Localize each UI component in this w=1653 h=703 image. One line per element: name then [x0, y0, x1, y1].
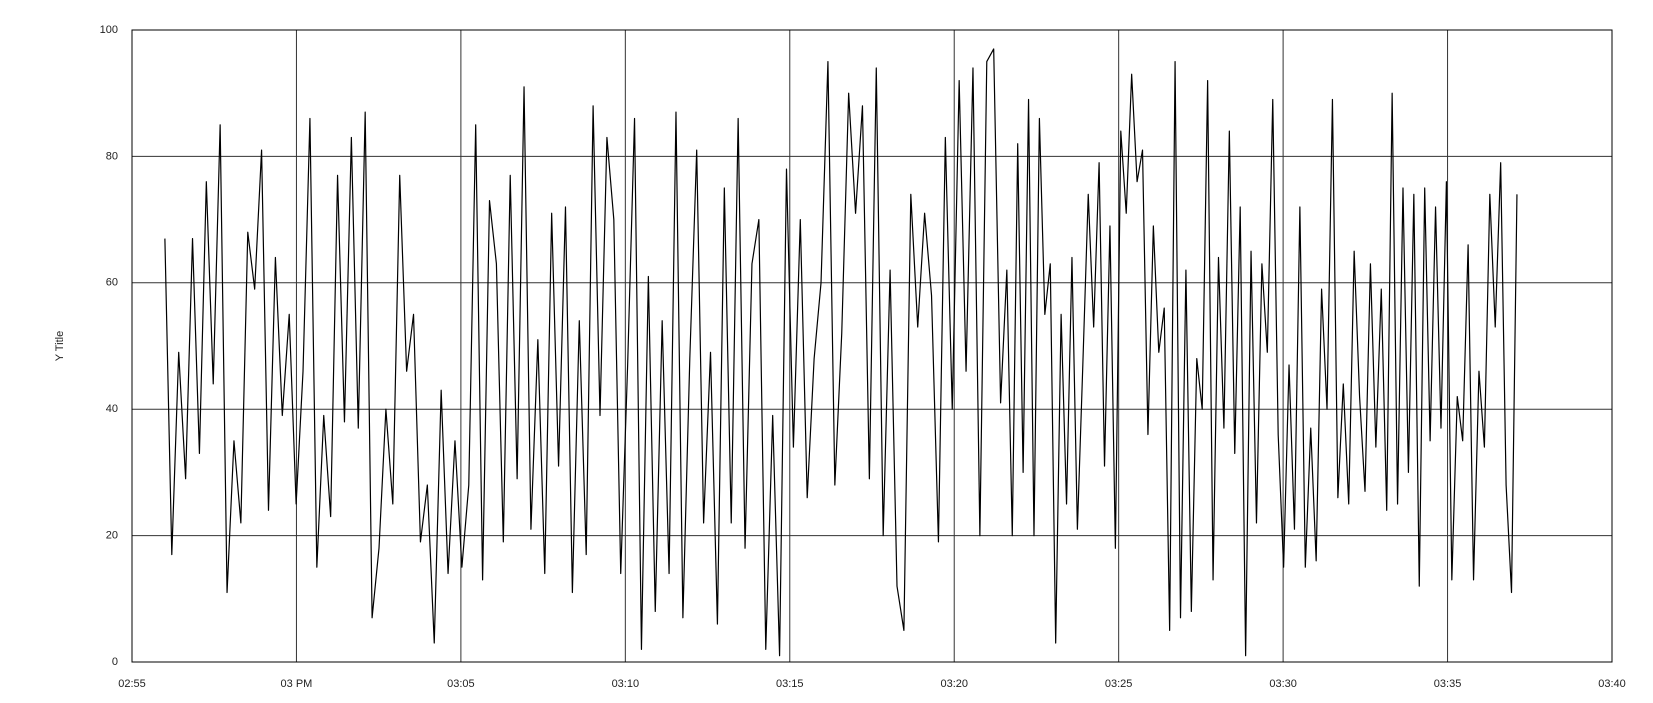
x-tick-label: 03:30 — [1269, 678, 1297, 690]
x-tick-label: 02:55 — [118, 678, 146, 690]
plot-border — [131, 29, 1613, 663]
x-tick-label: 03:35 — [1434, 678, 1462, 690]
y-axis-title: Y Title — [54, 331, 66, 361]
y-tick-label: 80 — [106, 150, 118, 162]
y-tick-label: 0 — [112, 656, 118, 668]
x-tick-label: 03:20 — [940, 678, 968, 690]
x-tick-label: 03:40 — [1598, 678, 1626, 690]
x-tick-label: 03:25 — [1105, 678, 1133, 690]
y-tick-label: 20 — [106, 530, 118, 542]
data-line — [164, 48, 1518, 657]
x-tick-label: 03:05 — [447, 678, 475, 690]
y-tick-label: 40 — [106, 403, 118, 415]
y-tick-label: 60 — [106, 277, 118, 289]
y-tick-label: 100 — [100, 24, 118, 36]
x-tick-label: 03:15 — [776, 678, 804, 690]
x-tick-label: 03:10 — [612, 678, 640, 690]
x-tick-label: 03 PM — [281, 678, 313, 690]
